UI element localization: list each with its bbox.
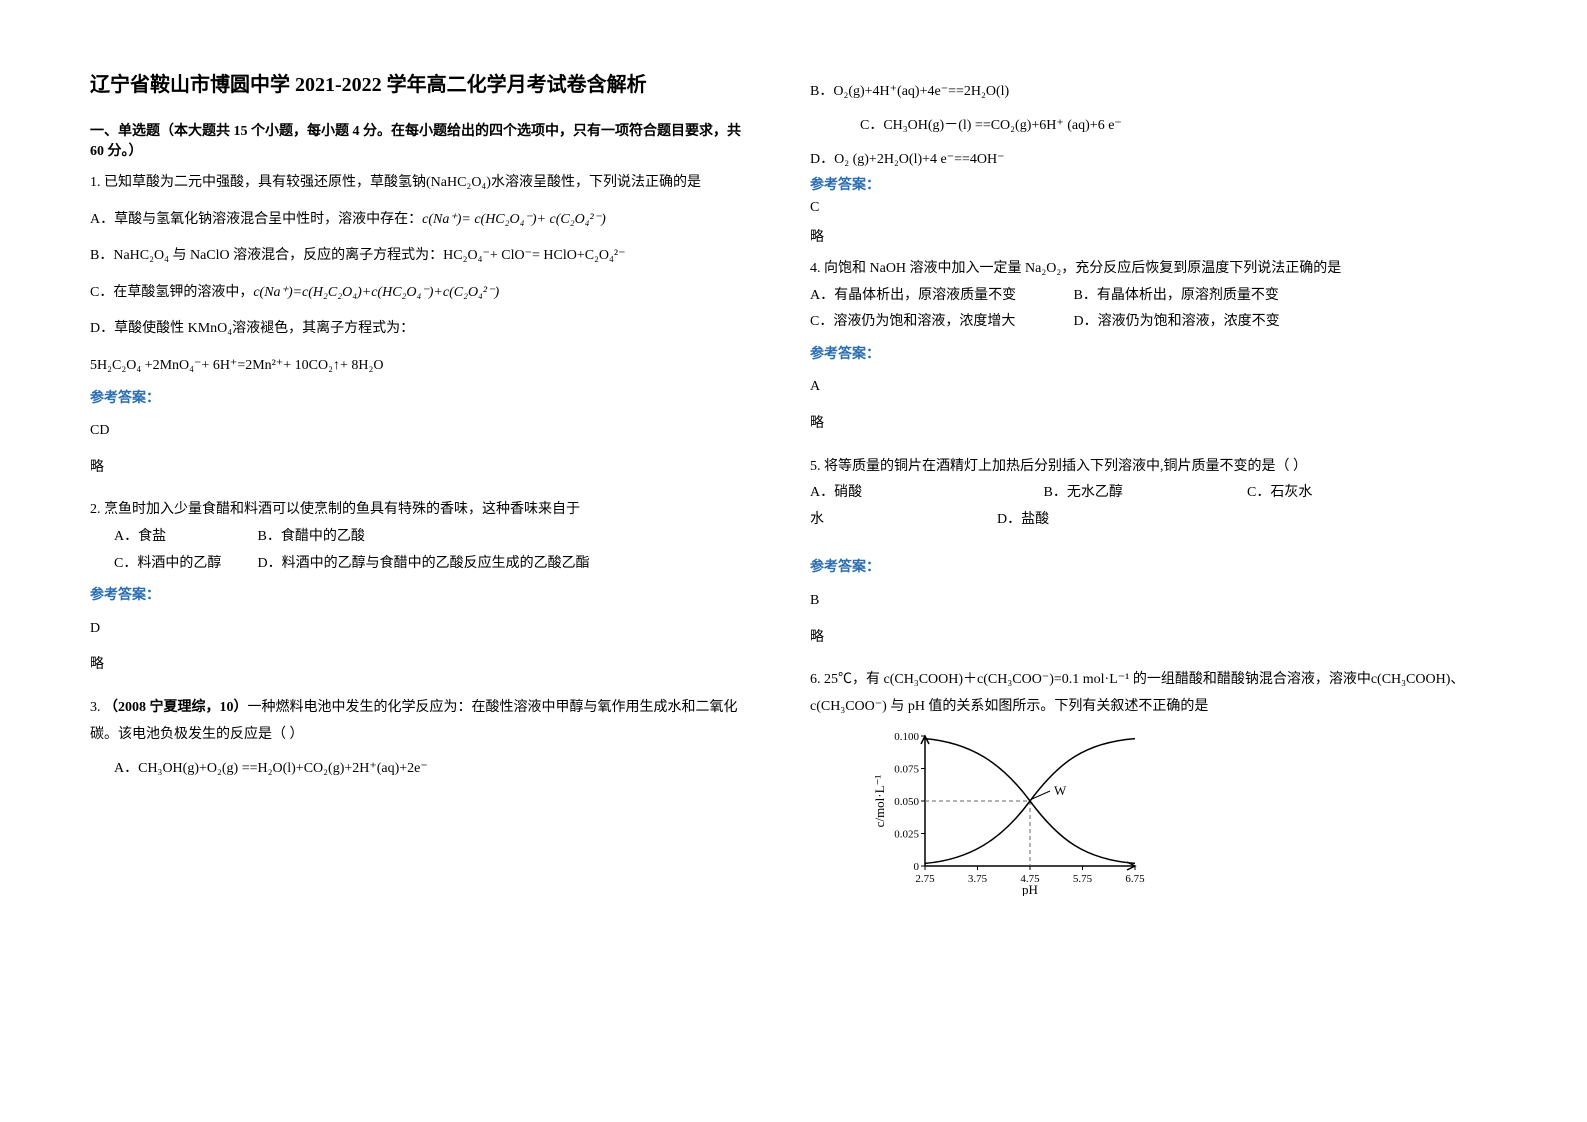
q5-c-tail: 水 — [810, 507, 840, 534]
question-3: 3. （2008 宁夏理综，10）一种燃料电池中发生的化学反应为：在酸性溶液中甲… — [90, 695, 750, 783]
answer-label: 参考答案： — [90, 583, 750, 610]
q5-option-b: B．无水乙醇 — [1044, 480, 1244, 507]
svg-text:c/mol·L⁻¹: c/mol·L⁻¹ — [872, 775, 887, 828]
q4-note: 略 — [810, 411, 1470, 438]
q5-row2: 水 D．盐酸 — [810, 507, 1470, 534]
q1-a-pre: A．草酸与氢氧化钠溶液混合呈中性时，溶液中存在： — [90, 212, 422, 227]
svg-text:5.75: 5.75 — [1073, 873, 1093, 885]
svg-text:0.075: 0.075 — [894, 764, 919, 776]
q2-row2: C．料酒中的乙醇 D．料酒中的乙醇与食醋中的乙酸反应生成的乙酸乙酯 — [114, 551, 750, 578]
answer-label: 参考答案： — [810, 555, 1470, 582]
q3-stem-pre: 3. — [90, 700, 104, 715]
svg-text:3.75: 3.75 — [968, 873, 988, 885]
question-1: 1. 已知草酸为二元中强酸，具有较强还原性，草酸氢钠(NaHC₂O₄)水溶液呈酸… — [90, 170, 750, 481]
q3-stem-bold: （2008 宁夏理综，10） — [104, 700, 248, 715]
q2-stem: 2. 烹鱼时加入少量食醋和料酒可以使烹制的鱼具有特殊的香味，这种香味来自于 — [90, 497, 750, 524]
page: 辽宁省鞍山市博圆中学 2021-2022 学年高二化学月考试卷含解析 一、单选题… — [0, 0, 1587, 943]
svg-text:0.050: 0.050 — [894, 796, 919, 808]
q5-row1: A．硝酸 B．无水乙醇 C．石灰水 — [810, 480, 1470, 507]
q3-option-d: D．O₂ (g)+2H₂O(l)+4 e⁻==4OH⁻ — [810, 148, 1470, 168]
q1-d-eq: 5H₂C₂O₄ +2MnO₄⁻+ 6H⁺=2Mn²⁺+ 10CO₂↑+ 8H₂O — [90, 353, 750, 380]
svg-text:pH: pH — [1022, 882, 1038, 896]
q1-note: 略 — [90, 455, 750, 482]
section-heading: 一、单选题（本大题共 15 个小题，每小题 4 分。在每小题给出的四个选项中，只… — [90, 120, 750, 160]
chart-svg: 00.0250.0500.0750.1002.753.754.755.756.7… — [870, 726, 1150, 896]
q3-note: 略 — [810, 226, 1470, 246]
q4-answer: A — [810, 374, 1470, 401]
svg-text:0: 0 — [914, 861, 920, 873]
svg-text:W: W — [1054, 783, 1067, 798]
svg-text:6.75: 6.75 — [1125, 873, 1145, 885]
q1-option-c: C．在草酸氢钾的溶液中，c(Na⁺)=c(H₂C₂O₄)+c(HC₂O₄⁻)+c… — [90, 280, 750, 307]
svg-text:0.100: 0.100 — [894, 731, 919, 743]
q1-stem: 1. 已知草酸为二元中强酸，具有较强还原性，草酸氢钠(NaHC₂O₄)水溶液呈酸… — [90, 170, 750, 197]
q2-note: 略 — [90, 652, 750, 679]
q2-option-c: C．料酒中的乙醇 — [114, 551, 254, 578]
q4-row2: C．溶液仍为饱和溶液，浓度增大 D．溶液仍为饱和溶液，浓度不变 — [810, 309, 1470, 336]
exam-title: 辽宁省鞍山市博圆中学 2021-2022 学年高二化学月考试卷含解析 — [90, 70, 750, 100]
answer-label: 参考答案： — [810, 342, 1470, 369]
q2-option-a: A．食盐 — [114, 524, 254, 551]
q1-option-a: A．草酸与氢氧化钠溶液混合呈中性时，溶液中存在：c(Na⁺)= c(HC₂O₄⁻… — [90, 207, 750, 234]
q2-answer: D — [90, 616, 750, 643]
q1-c-pre: C．在草酸氢钾的溶液中， — [90, 285, 253, 300]
q4-option-c: C．溶液仍为饱和溶液，浓度增大 — [810, 309, 1070, 336]
q5-option-d: D．盐酸 — [997, 512, 1049, 527]
q4-option-d: D．溶液仍为饱和溶液，浓度不变 — [1074, 314, 1280, 329]
q3-option-c: C．CH₃OH(g)－(l) ==CO₂(g)+6H⁺ (aq)+6 e⁻ — [860, 114, 1470, 134]
q5-option-a: A．硝酸 — [810, 480, 1040, 507]
q3-answer: C — [810, 200, 1470, 216]
question-6: 6. 25℃，有 c(CH₃COOH)＋c(CH₃COO⁻)=0.1 mol·L… — [810, 667, 1470, 907]
q3-option-b: B．O₂(g)+4H⁺(aq)+4e⁻==2H₂O(l) — [810, 80, 1470, 100]
q6-stem: 6. 25℃，有 c(CH₃COOH)＋c(CH₃COO⁻)=0.1 mol·L… — [810, 667, 1470, 720]
q1-answer: CD — [90, 418, 750, 445]
q4-row1: A．有晶体析出，原溶液质量不变 B．有晶体析出，原溶剂质量不变 — [810, 283, 1470, 310]
question-2: 2. 烹鱼时加入少量食醋和料酒可以使烹制的鱼具有特殊的香味，这种香味来自于 A．… — [90, 497, 750, 679]
answer-label: 参考答案： — [810, 174, 1470, 194]
svg-text:0.025: 0.025 — [894, 829, 919, 841]
q2-option-d: D．料酒中的乙醇与食醋中的乙酸反应生成的乙酸乙酯 — [258, 556, 590, 571]
q4-option-b: B．有晶体析出，原溶剂质量不变 — [1074, 288, 1279, 303]
q1-option-b: B．NaHC₂O₄ 与 NaClO 溶液混合，反应的离子方程式为：HC₂O₄⁻+… — [90, 243, 750, 270]
q1-c-expr: c(Na⁺)=c(H₂C₂O₄)+c(HC₂O₄⁻)+c(C₂O₄²⁻) — [253, 285, 499, 300]
q5-stem: 5. 将等质量的铜片在酒精灯上加热后分别插入下列溶液中,铜片质量不变的是（ ） — [810, 454, 1470, 481]
q5-answer: B — [810, 588, 1470, 615]
q6-chart: 00.0250.0500.0750.1002.753.754.755.756.7… — [870, 726, 1470, 907]
svg-text:2.75: 2.75 — [915, 873, 935, 885]
answer-label: 参考答案： — [90, 386, 750, 413]
left-column: 辽宁省鞍山市博圆中学 2021-2022 学年高二化学月考试卷含解析 一、单选题… — [90, 70, 750, 923]
q1-option-d: D．草酸使酸性 KMnO₄溶液褪色，其离子方程式为： — [90, 316, 750, 343]
q4-stem: 4. 向饱和 NaOH 溶液中加入一定量 Na₂O₂，充分反应后恢复到原温度下列… — [810, 256, 1470, 283]
q5-option-c: C．石灰水 — [1247, 485, 1312, 500]
question-5: 5. 将等质量的铜片在酒精灯上加热后分别插入下列溶液中,铜片质量不变的是（ ） … — [810, 454, 1470, 652]
q1-a-expr: c(Na⁺)= c(HC₂O₄⁻)+ c(C₂O₄²⁻) — [422, 212, 606, 227]
q5-note: 略 — [810, 625, 1470, 652]
q2-option-b: B．食醋中的乙酸 — [258, 529, 365, 544]
q3-option-a: A．CH₃OH(g)+O₂(g) ==H₂O(l)+CO₂(g)+2H⁺(aq)… — [114, 756, 750, 783]
question-4: 4. 向饱和 NaOH 溶液中加入一定量 Na₂O₂，充分反应后恢复到原温度下列… — [810, 256, 1470, 438]
q2-row1: A．食盐 B．食醋中的乙酸 — [114, 524, 750, 551]
right-column: B．O₂(g)+4H⁺(aq)+4e⁻==2H₂O(l) C．CH₃OH(g)－… — [810, 70, 1470, 923]
q4-option-a: A．有晶体析出，原溶液质量不变 — [810, 283, 1070, 310]
